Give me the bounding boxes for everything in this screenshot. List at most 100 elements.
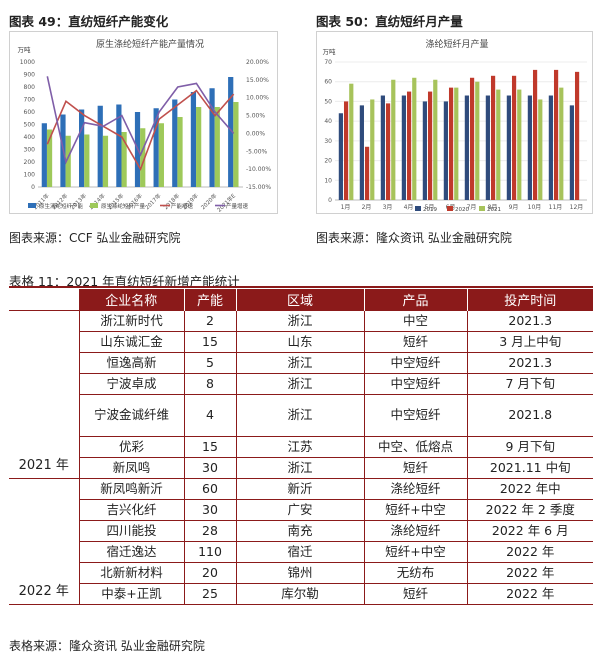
x-tick-label: 4月 [404, 204, 414, 211]
bar-output [46, 129, 53, 187]
x-tick-label: 9月 [509, 204, 519, 211]
cell-start-time: 2022 年 2 季度 [466, 498, 593, 521]
y2-tick-label: -15.00% [246, 184, 271, 191]
cell-region: 库尔勒 [235, 582, 365, 605]
y-tick-label: 0 [31, 184, 35, 191]
bar-2019 [485, 95, 490, 200]
cell-company: 北新新材料 [78, 561, 185, 584]
header-region: 区域 [236, 289, 365, 310]
cell-company: 宁波卓成 [78, 372, 185, 395]
y2-tick-label: -5.00% [246, 148, 268, 155]
cell-capacity: 2 [183, 309, 237, 332]
y2-tick-label: 20.00% [246, 59, 269, 66]
legend-swatch [479, 206, 485, 211]
chart-title: 原生涤纶短纤产能产量情况 [96, 38, 204, 50]
cell-region: 南充 [235, 519, 365, 542]
bar-output [158, 123, 164, 187]
y-tick-label: 700 [24, 97, 36, 104]
y2-tick-label: 15.00% [246, 77, 269, 84]
bar-output [65, 135, 71, 187]
cell-company: 恒逸高新 [78, 351, 185, 374]
bar-capacity [190, 92, 197, 187]
cell-product: 中空 [363, 309, 468, 332]
chart-49-canvas: 原生涤纶短纤产能产量情况万吨10009008007006005004003002… [18, 38, 272, 214]
bar-2021 [412, 77, 417, 200]
cell-region: 广安 [235, 498, 365, 521]
capacity-table: 企业名称 产能 区域 产品 投产时间 2021 年浙江新时代 2 浙江 中空 2021.… [9, 289, 593, 605]
legend-label: 原生涤纶短纤产量 [101, 202, 146, 210]
cell-start-time: 2021.3 [466, 309, 593, 332]
legend-label: 2020 [455, 207, 469, 213]
cell-region: 浙江 [235, 351, 365, 374]
cell-capacity: 110 [183, 540, 237, 563]
y-tick-label: 0 [328, 197, 332, 204]
x-tick-label: 1月 [341, 204, 351, 211]
cell-product: 短纤 [363, 582, 468, 605]
cell-capacity: 25 [183, 582, 237, 605]
y-axis-unit: 万吨 [18, 45, 32, 54]
chart-title: 涤纶短纤月产量 [425, 38, 488, 50]
header-company: 企业名称 [79, 289, 185, 310]
cell-product: 短纤+中空 [363, 498, 468, 521]
bar-2021 [538, 99, 543, 200]
bar-2020 [406, 91, 412, 200]
bar-output [233, 102, 239, 187]
legend-swatch [90, 203, 98, 208]
table-row: 宿迁逸达 110 宿迁 短纤+中空 2022 年 [9, 540, 593, 563]
y2-tick-label: 5.00% [246, 113, 265, 120]
bar-2021 [391, 79, 396, 200]
cell-region: 宿迁 [235, 540, 365, 563]
cell-start-time: 3 月上中旬 [466, 330, 593, 353]
cell-product: 短纤 [363, 330, 468, 353]
y-tick-label: 60 [324, 79, 332, 86]
cell-start-time: 2022 年 [466, 582, 593, 605]
x-tick-label: 7月 [467, 204, 477, 211]
cell-start-time: 2022 年中 [466, 477, 593, 500]
figure-49-title: 图表 49：直纺短纤产能变化 [9, 14, 169, 29]
cell-product: 中空短纤 [363, 351, 468, 374]
y-tick-label: 300 [24, 147, 36, 154]
cell-company: 新凤鸣新沂 [78, 477, 185, 500]
bar-2020 [427, 91, 433, 200]
table-source: 表格来源：隆众资讯 弘业金融研究院 [9, 639, 205, 653]
bar-2019 [548, 95, 553, 200]
legend-label: 2021 [487, 207, 501, 213]
bar-capacity [228, 77, 234, 187]
cell-product: 中空短纤 [363, 393, 468, 437]
legend-label: 产能增速 [171, 202, 194, 210]
cell-start-time: 2021.8 [466, 393, 593, 437]
bar-2019 [464, 95, 469, 200]
x-tick-label: 2月 [362, 204, 372, 211]
bar-2019 [569, 105, 574, 200]
table-row: 吉兴化纤 30 广安 短纤+中空 2022 年 2 季度 [9, 498, 593, 521]
bar-2020 [385, 103, 391, 200]
bar-capacity [79, 109, 85, 187]
y2-tick-label: 10.00% [246, 95, 269, 102]
bar-2021 [517, 89, 522, 200]
bar-2020 [469, 77, 475, 200]
y-tick-label: 30 [324, 138, 332, 145]
x-tick-label: 12月 [570, 204, 584, 211]
bar-capacity [209, 88, 215, 187]
y-tick-label: 20 [324, 158, 332, 165]
y-tick-label: 40 [324, 118, 332, 125]
x-tick-label: 2020年 [199, 191, 219, 211]
y-tick-label: 900 [24, 72, 36, 79]
y-tick-label: 200 [24, 159, 36, 166]
cell-start-time: 2022 年 [466, 561, 593, 584]
y-tick-label: 70 [324, 59, 332, 66]
bar-capacity [153, 108, 159, 187]
chart-50-source: 图表来源：隆众资讯 弘业金融研究院 [316, 231, 512, 245]
bar-2021 [349, 83, 354, 200]
legend-swatch [28, 203, 36, 208]
y2-tick-label: -10.00% [246, 166, 271, 173]
y-tick-label: 500 [24, 122, 36, 129]
bar-2019 [422, 101, 427, 200]
cell-capacity: 5 [183, 351, 237, 374]
header-product: 产品 [364, 289, 468, 310]
bar-capacity [97, 105, 103, 187]
table-row: 中泰+正凯 25 库尔勒 短纤 2022 年 [9, 582, 593, 605]
cell-product: 涤纶短纤 [363, 477, 468, 500]
cell-capacity: 15 [183, 435, 237, 458]
header-blank [9, 289, 79, 310]
